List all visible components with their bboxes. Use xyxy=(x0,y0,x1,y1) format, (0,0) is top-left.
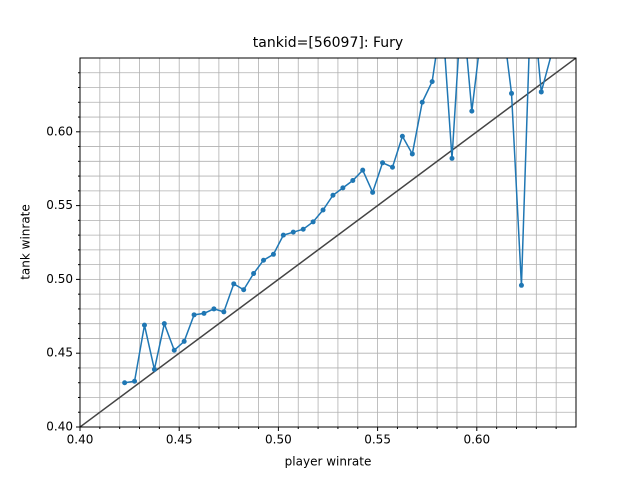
data-point xyxy=(340,185,346,191)
y-tick-label: 0.45 xyxy=(46,346,73,360)
y-tick-label: 0.50 xyxy=(46,272,73,286)
data-point xyxy=(151,366,157,372)
data-point xyxy=(469,108,475,114)
data-point xyxy=(300,226,306,232)
y-axis-label: tank winrate xyxy=(19,204,33,280)
data-point xyxy=(399,133,405,139)
data-point xyxy=(221,309,227,315)
data-point xyxy=(280,232,286,238)
data-point xyxy=(370,189,376,195)
data-point xyxy=(122,380,128,386)
data-point xyxy=(270,251,276,257)
data-point xyxy=(350,178,356,184)
grid xyxy=(79,58,576,428)
x-tick-label: 0.55 xyxy=(364,433,391,447)
data-point xyxy=(449,155,455,161)
chart-title: tankid=[56097]: Fury xyxy=(253,35,403,51)
data-point xyxy=(360,167,366,173)
data-point xyxy=(310,219,316,225)
data-point xyxy=(389,164,395,170)
x-tick-label: 0.50 xyxy=(265,433,292,447)
data-point xyxy=(518,282,524,288)
data-point xyxy=(330,192,336,198)
data-point xyxy=(141,322,147,328)
data-point xyxy=(409,151,415,157)
plot-area xyxy=(80,58,576,427)
data-point xyxy=(509,90,515,96)
ticks: 0.40 0.45 0.50 0.55 0.60 0.40 0.45 0.50 0.55 0.60 xyxy=(46,72,557,447)
data-point xyxy=(191,312,197,318)
axes-frame xyxy=(79,57,577,428)
data-point xyxy=(429,79,435,85)
x-tick-label: 0.60 xyxy=(463,433,490,447)
data-point xyxy=(419,99,425,105)
data-point xyxy=(161,321,167,327)
data-point xyxy=(320,207,326,213)
x-tick-label: 0.45 xyxy=(166,433,193,447)
x-tick-label: 0.40 xyxy=(67,433,94,447)
data-point xyxy=(290,229,296,235)
data-point xyxy=(181,338,187,344)
data-point xyxy=(380,160,386,166)
data-point xyxy=(132,378,138,384)
data-point xyxy=(241,287,247,293)
data-point xyxy=(538,89,544,95)
x-axis-label: player winrate xyxy=(285,455,372,469)
reference-line xyxy=(80,58,576,427)
data-point xyxy=(251,270,257,276)
data-point xyxy=(261,257,267,263)
y-tick-label: 0.55 xyxy=(46,198,73,212)
y-tick-label: 0.40 xyxy=(46,420,73,434)
data-point xyxy=(231,281,237,287)
data-point xyxy=(201,310,207,316)
data-point xyxy=(211,306,217,312)
y-tick-label: 0.60 xyxy=(46,124,73,138)
data-point xyxy=(171,347,177,353)
